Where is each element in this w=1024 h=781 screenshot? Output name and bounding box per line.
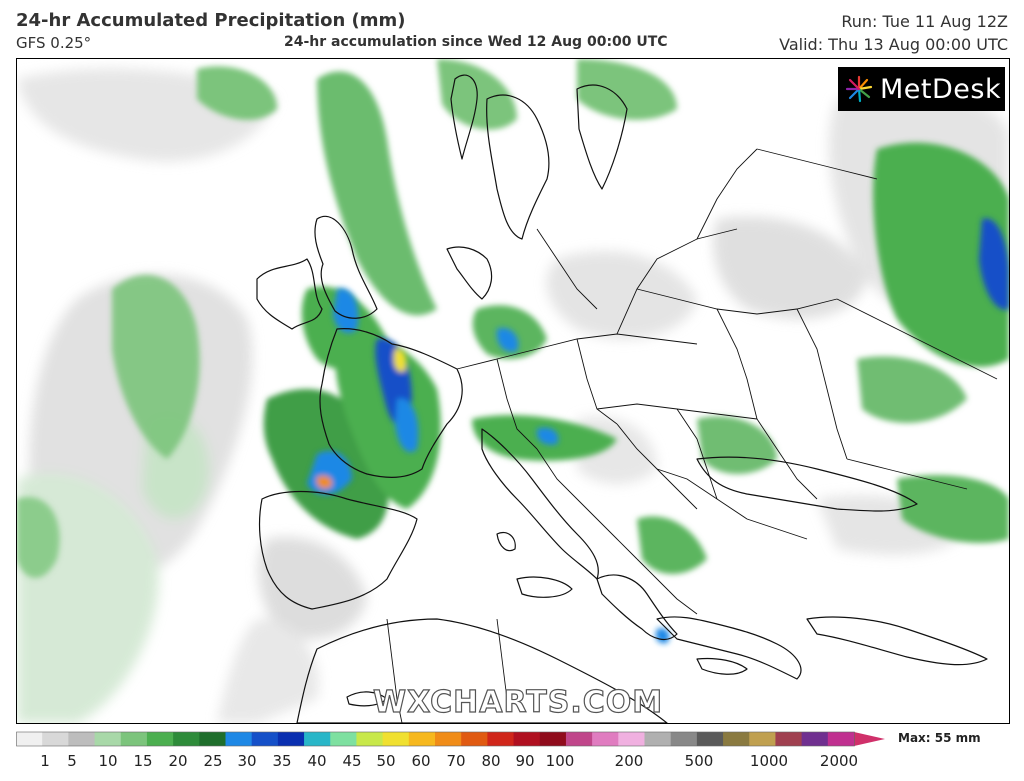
legend-tick-label: 1000: [749, 752, 789, 770]
country-borders: [386, 148, 998, 723]
colorbar-outline: [16, 731, 855, 747]
colorbar-segment: [408, 732, 436, 746]
colorbar-segment: [330, 732, 357, 746]
legend-tick-label: 500: [684, 752, 714, 770]
legend-tick-label: 25: [203, 752, 223, 770]
colorbar-segment: [827, 732, 855, 746]
colorbar-segment: [382, 732, 410, 746]
max-value-label: Max: 55 mm: [898, 731, 981, 745]
metdesk-logo: MetDesk: [838, 67, 1005, 111]
colorbar-segment: [120, 732, 148, 746]
colorbar-segment: [670, 732, 698, 746]
colorbar-segment: [68, 732, 96, 746]
colorbar-segment: [513, 732, 541, 746]
colorbar-segment: [775, 732, 803, 746]
colorbar-segment: [644, 732, 672, 746]
heavy-precip-cores: [307, 218, 1009, 644]
colorbar-segment: [435, 732, 462, 746]
colorbar-segment: [618, 732, 645, 746]
moderate-precip-fields: [17, 59, 1009, 578]
legend-colorbar: [16, 731, 885, 747]
legend-tick-label: 45: [342, 752, 362, 770]
legend-tick-label: 15: [133, 752, 153, 770]
colorbar-segment: [146, 732, 174, 746]
colorbar-segment: [461, 732, 488, 746]
legend-tick-label: 50: [376, 752, 396, 770]
legend-tick-label: 20: [168, 752, 188, 770]
metdesk-logo-text: MetDesk: [880, 73, 1002, 105]
legend-tick-label: 100: [545, 752, 575, 770]
accumulation-subtitle: 24-hr accumulation since Wed 12 Aug 00:0…: [284, 34, 668, 50]
run-time: Run: Tue 11 Aug 12Z: [841, 12, 1008, 31]
colorbar-segment: [749, 732, 776, 746]
model-label: GFS 0.25°: [16, 34, 92, 52]
colorbar-segment: [592, 732, 619, 746]
legend-tick-label: 30: [237, 752, 257, 770]
colorbar-segment: [696, 732, 724, 746]
colorbar-segment: [723, 732, 750, 746]
legend-tick-label: 200: [614, 752, 644, 770]
colorbar-segment: [16, 732, 43, 746]
chart-title: 24-hr Accumulated Precipitation (mm): [16, 10, 406, 31]
colorbar-segment: [199, 732, 226, 746]
legend-tick-label: 10: [98, 752, 118, 770]
legend-tick-label: 90: [515, 752, 535, 770]
colorbar-segment: [356, 732, 384, 746]
colorbar-segment: [173, 732, 200, 746]
legend-tick-label: 60: [411, 752, 431, 770]
colorbar-segment: [42, 732, 69, 746]
legend-tick-label: 2000: [819, 752, 859, 770]
precipitation-map[interactable]: MetDesk WXCHARTS.COM: [16, 58, 1010, 724]
colorbar-segment: [304, 732, 331, 746]
legend-tick-label: 80: [481, 752, 501, 770]
colorbar-segment: [539, 732, 567, 746]
legend-tick-label: 1: [40, 752, 50, 770]
colorbar-segment: [94, 732, 122, 746]
colorbar-segment: [277, 732, 305, 746]
legend-tick-label: 70: [446, 752, 466, 770]
coastlines: [256, 74, 988, 723]
colorbar-segment: [225, 732, 253, 746]
colorbar-segment: [801, 732, 829, 746]
colorbar-overflow-arrow: [854, 732, 885, 746]
wxcharts-watermark: WXCHARTS.COM: [372, 684, 664, 720]
metdesk-starburst-icon: [845, 75, 873, 103]
colorbar-segment: [487, 732, 515, 746]
legend-tick-label: 35: [272, 752, 292, 770]
legend-tick-label: 40: [307, 752, 327, 770]
map-canvas: [17, 59, 1009, 723]
valid-time: Valid: Thu 13 Aug 00:00 UTC: [779, 35, 1008, 54]
legend-tick-label: 5: [67, 752, 77, 770]
colorbar-segment: [251, 732, 279, 746]
colorbar-segment: [565, 732, 593, 746]
